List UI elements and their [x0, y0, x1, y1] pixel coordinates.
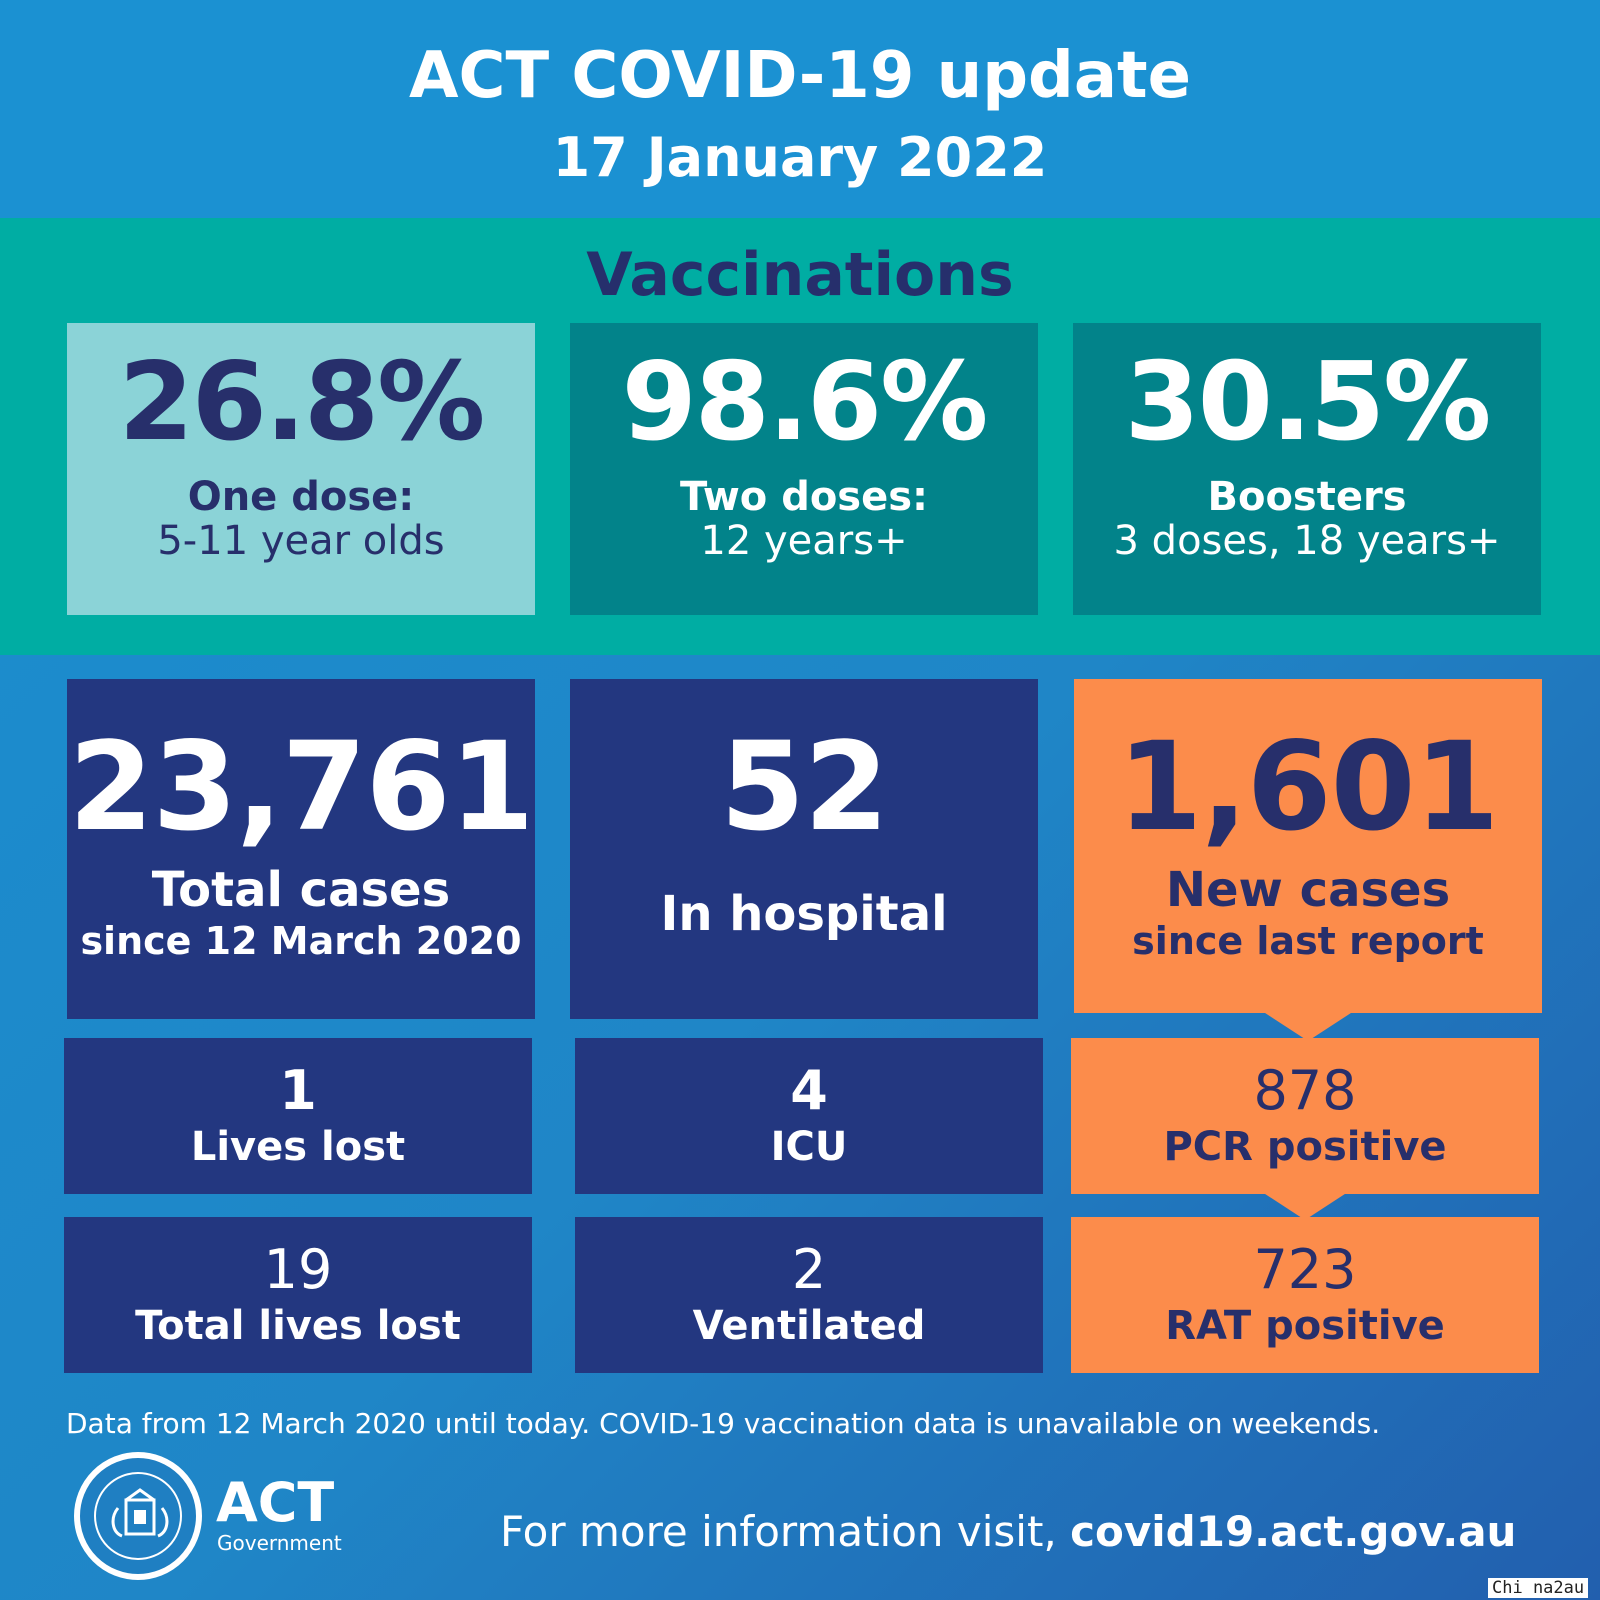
total-cases-value: 23,761 — [68, 716, 535, 858]
total-cases-label: Total cases — [151, 862, 451, 918]
rat-positive-label: RAT positive — [1165, 1303, 1445, 1349]
total-lives-lost-label: Total lives lost — [135, 1303, 461, 1349]
icu-label: ICU — [770, 1124, 848, 1170]
vaccination-value: 30.5% — [1124, 340, 1492, 465]
lives-lost-card: 1 Lives lost — [64, 1038, 532, 1194]
ventilated-label: Ventilated — [692, 1303, 926, 1349]
ventilated-card: 2 Ventilated — [575, 1217, 1043, 1373]
total-cases-card: 23,761 Total cases since 12 March 2020 — [67, 679, 535, 1019]
in-hospital-value: 52 — [720, 716, 889, 858]
crest-icon — [111, 1488, 169, 1538]
lives-lost-value: 1 — [279, 1059, 317, 1122]
pcr-positive-value: 878 — [1253, 1059, 1357, 1122]
pcr-positive-card: 878 PCR positive — [1071, 1038, 1539, 1194]
logo-subtext: Government — [217, 1531, 342, 1555]
vaccinations-title: Vaccinations — [586, 240, 1014, 310]
page-title: ACT COVID-19 update — [408, 39, 1192, 113]
rat-positive-card: 723 RAT positive — [1071, 1217, 1539, 1373]
new-cases-card: 1,601 New cases since last report — [1074, 679, 1542, 1013]
pcr-positive-label: PCR positive — [1163, 1124, 1447, 1170]
watermark: Chi na2au — [1488, 1578, 1589, 1598]
total-lives-lost-card: 19 Total lives lost — [64, 1217, 532, 1373]
rat-positive-value: 723 — [1253, 1238, 1357, 1301]
icu-card: 4 ICU — [575, 1038, 1043, 1194]
vaccination-sublabel: 3 doses, 18 years+ — [1113, 518, 1501, 564]
vaccination-value: 26.8% — [118, 340, 486, 465]
new-cases-sublabel: since last report — [1132, 919, 1484, 963]
in-hospital-label: In hospital — [660, 886, 948, 942]
more-info-text: For more information visit, covid19.act.… — [500, 1505, 1600, 1559]
ventilated-value: 2 — [791, 1238, 827, 1301]
vaccination-sublabel: 5-11 year olds — [157, 518, 445, 564]
header-banner — [0, 0, 1600, 218]
vaccination-card-one-dose: 26.8% One dose: 5-11 year olds — [67, 323, 535, 615]
coat-of-arms-icon — [94, 1472, 182, 1560]
logo-text: ACT — [216, 1471, 335, 1534]
vaccination-card-two-doses: 98.6% Two doses: 12 years+ — [570, 323, 1038, 615]
vaccination-label: Boosters — [1207, 474, 1407, 520]
more-info-prefix: For more information visit, — [500, 1507, 1071, 1556]
total-lives-lost-value: 19 — [263, 1238, 333, 1301]
arrow-down-icon — [1259, 1190, 1351, 1220]
new-cases-label: New cases — [1165, 862, 1451, 918]
report-date: 17 January 2022 — [552, 126, 1048, 189]
lives-lost-label: Lives lost — [190, 1124, 406, 1170]
total-cases-sublabel: since 12 March 2020 — [80, 919, 522, 963]
new-cases-value: 1,601 — [1117, 716, 1500, 858]
website-link[interactable]: covid19.act.gov.au — [1070, 1507, 1517, 1556]
in-hospital-card: 52 In hospital — [570, 679, 1038, 1019]
data-footnote: Data from 12 March 2020 until today. COV… — [66, 1407, 1381, 1440]
vaccination-value: 98.6% — [621, 340, 989, 465]
vaccination-sublabel: 12 years+ — [700, 518, 908, 564]
vaccination-label: One dose: — [187, 474, 415, 520]
icu-value: 4 — [790, 1059, 828, 1122]
arrow-down-icon — [1262, 1011, 1354, 1041]
vaccination-card-boosters: 30.5% Boosters 3 doses, 18 years+ — [1073, 323, 1541, 615]
vaccination-label: Two doses: — [679, 474, 929, 520]
